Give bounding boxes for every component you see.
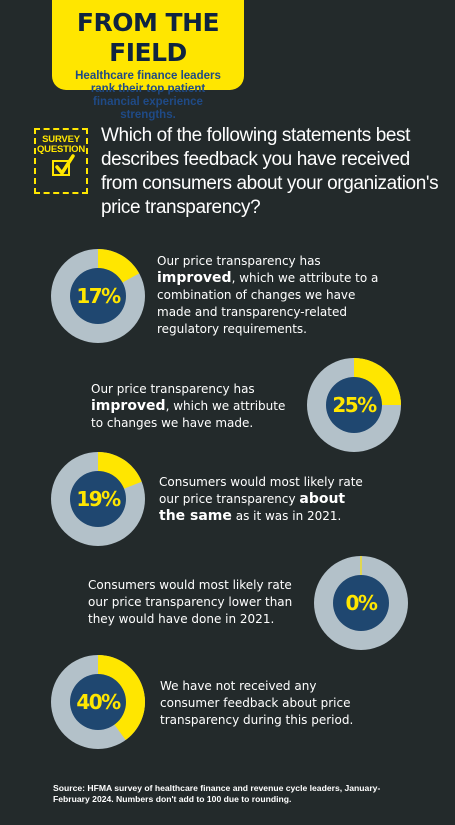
- donut-svg-4: [314, 556, 408, 650]
- donut-svg-1: [51, 249, 145, 343]
- donut-value-label-1: 17%: [76, 284, 121, 308]
- donut-value-label-4: 0%: [345, 591, 378, 615]
- donut-center-2: [326, 377, 382, 433]
- donut-svg-5: [51, 655, 145, 749]
- donut-value-label-5: 40%: [76, 690, 121, 714]
- banner-title: FROM THE FIELD: [76, 8, 220, 67]
- banner-subtitle: Healthcare finance leaders rank their to…: [75, 70, 221, 121]
- donut-chart-1: 17%: [50, 248, 146, 344]
- donut-value-label-2: 25%: [332, 393, 377, 417]
- survey-question-badge: SURVEY QUESTION: [34, 128, 88, 194]
- donut-chart-4: 0%: [313, 555, 409, 651]
- statement-1-post: , which we attribute to a combination of…: [157, 271, 379, 336]
- donut-value-label-3: 19%: [76, 487, 121, 511]
- statement-4: Consumers would most likely rate our pri…: [88, 577, 303, 628]
- source-note: Source: HFMA survey of healthcare financ…: [53, 783, 381, 804]
- checkmark-icon: [55, 154, 75, 175]
- donut-chart-5: 40%: [50, 654, 146, 750]
- donut-chart-3: 19%: [50, 451, 146, 547]
- statement-3-bold: about the same: [159, 491, 346, 524]
- statement-2-post: , which we attribute to changes we have …: [91, 399, 286, 430]
- from-the-field-banner: FROM THE FIELD Healthcare finance leader…: [52, 0, 244, 121]
- statement-3-post: as it was in 2021.: [231, 509, 342, 523]
- statement-5-pre: We have not received any consumer feedba…: [160, 679, 354, 727]
- checkbox-icon: [52, 154, 75, 176]
- statement-2: Our price transparency has improved, whi…: [91, 381, 296, 432]
- statement-1-bold: improved: [157, 270, 232, 286]
- donut-svg-3: [51, 452, 145, 546]
- survey-badge-line1: SURVEY: [42, 134, 80, 145]
- donut-center-3: [70, 471, 126, 527]
- statement-4-pre: Consumers would most likely rate our pri…: [88, 578, 293, 626]
- survey-badge-line2: QUESTION: [36, 144, 85, 155]
- donut-svg-2: [307, 358, 401, 452]
- donut-center-4: [333, 575, 389, 631]
- statement-5: We have not received any consumer feedba…: [160, 678, 370, 729]
- survey-question-text: Which of the following statements best d…: [101, 125, 439, 218]
- donut-center-5: [70, 674, 126, 730]
- statement-3: Consumers would most likely rate our pri…: [159, 474, 374, 525]
- statement-2-pre: Our price transparency has: [91, 382, 255, 396]
- statement-2-bold: improved: [91, 398, 166, 414]
- donut-center-1: [70, 268, 126, 324]
- statement-1: Our price transparency has improved, whi…: [157, 253, 382, 338]
- statement-3-pre: Consumers would most likely rate our pri…: [159, 475, 363, 506]
- donut-chart-2: 25%: [306, 357, 402, 453]
- statement-1-pre: Our price transparency has: [157, 254, 321, 268]
